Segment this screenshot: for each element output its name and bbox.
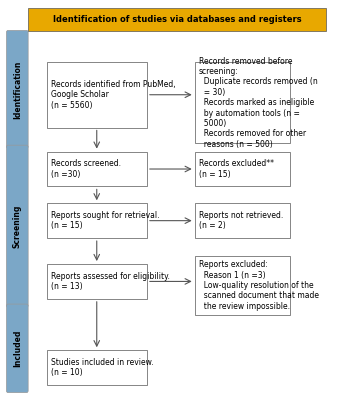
- FancyBboxPatch shape: [195, 203, 290, 238]
- Text: Screening: Screening: [13, 204, 22, 248]
- FancyBboxPatch shape: [195, 62, 290, 143]
- Text: Records identified from PubMed,
Google Scholar
(n = 5560): Records identified from PubMed, Google S…: [51, 80, 175, 110]
- Text: Reports sought for retrieval.
(n = 15): Reports sought for retrieval. (n = 15): [51, 211, 159, 230]
- Text: Reports assessed for eligibility.
(n = 13): Reports assessed for eligibility. (n = 1…: [51, 272, 169, 291]
- FancyBboxPatch shape: [46, 350, 147, 385]
- FancyBboxPatch shape: [195, 256, 290, 315]
- Text: Reports not retrieved.
(n = 2): Reports not retrieved. (n = 2): [198, 211, 283, 230]
- FancyBboxPatch shape: [46, 203, 147, 238]
- FancyBboxPatch shape: [46, 264, 147, 299]
- Text: Records excluded**
(n = 15): Records excluded** (n = 15): [198, 159, 274, 179]
- Text: Identification of studies via databases and registers: Identification of studies via databases …: [53, 15, 302, 24]
- FancyBboxPatch shape: [195, 152, 290, 186]
- Text: Included: Included: [13, 330, 22, 367]
- FancyBboxPatch shape: [28, 8, 326, 31]
- FancyBboxPatch shape: [46, 62, 147, 128]
- Text: Studies included in review.
(n = 10): Studies included in review. (n = 10): [51, 358, 153, 377]
- FancyBboxPatch shape: [6, 304, 28, 393]
- FancyBboxPatch shape: [6, 30, 28, 148]
- Text: Reports excluded:
  Reason 1 (n =3)
  Low-quality resolution of the
  scanned do: Reports excluded: Reason 1 (n =3) Low-qu…: [198, 260, 319, 311]
- FancyBboxPatch shape: [6, 145, 28, 307]
- FancyBboxPatch shape: [46, 152, 147, 186]
- Text: Records removed before
screening:
  Duplicate records removed (n
  = 30)
  Recor: Records removed before screening: Duplic…: [198, 56, 318, 149]
- Text: Records screened.
(n =30): Records screened. (n =30): [51, 159, 120, 179]
- Text: Identification: Identification: [13, 60, 22, 118]
